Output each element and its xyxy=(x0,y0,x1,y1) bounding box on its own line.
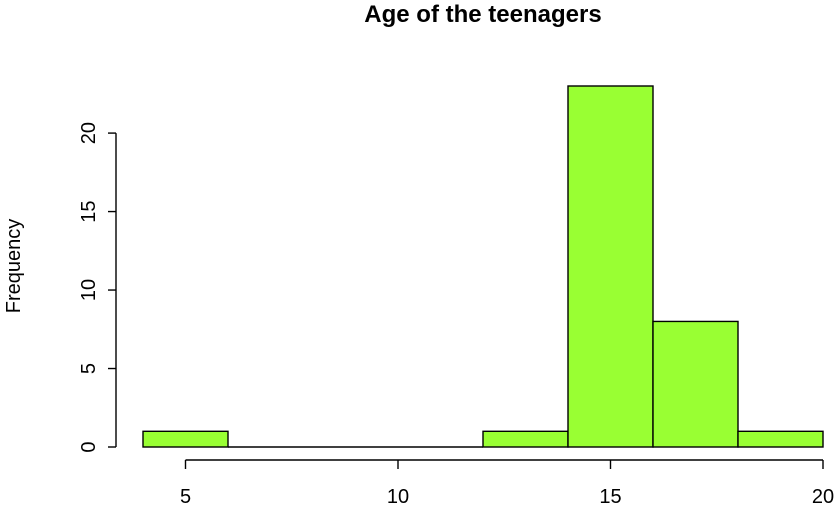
y-tick-label: 0 xyxy=(78,441,100,452)
y-tick-label: 20 xyxy=(78,122,100,144)
x-tick-label: 5 xyxy=(180,486,191,508)
histogram-bar xyxy=(737,430,824,448)
histogram-bar xyxy=(482,430,569,448)
x-tick-label: 20 xyxy=(812,486,834,508)
y-tick-label: 10 xyxy=(78,279,100,301)
histogram-bar xyxy=(567,85,654,448)
bars-group xyxy=(142,85,824,448)
chart-title: Age of the teenagers xyxy=(364,1,601,28)
y-tick-label: 5 xyxy=(78,363,100,374)
x-tick-label: 15 xyxy=(599,486,621,508)
y-axis: 0 5 10 15 20 xyxy=(78,122,117,453)
histogram-bar xyxy=(652,320,739,448)
x-tick-label: 10 xyxy=(387,486,409,508)
x-axis: 5 10 15 20 xyxy=(180,459,834,508)
histogram-bar xyxy=(142,430,229,448)
y-axis-label: Frequency xyxy=(3,219,25,314)
y-tick-label: 15 xyxy=(78,200,100,222)
